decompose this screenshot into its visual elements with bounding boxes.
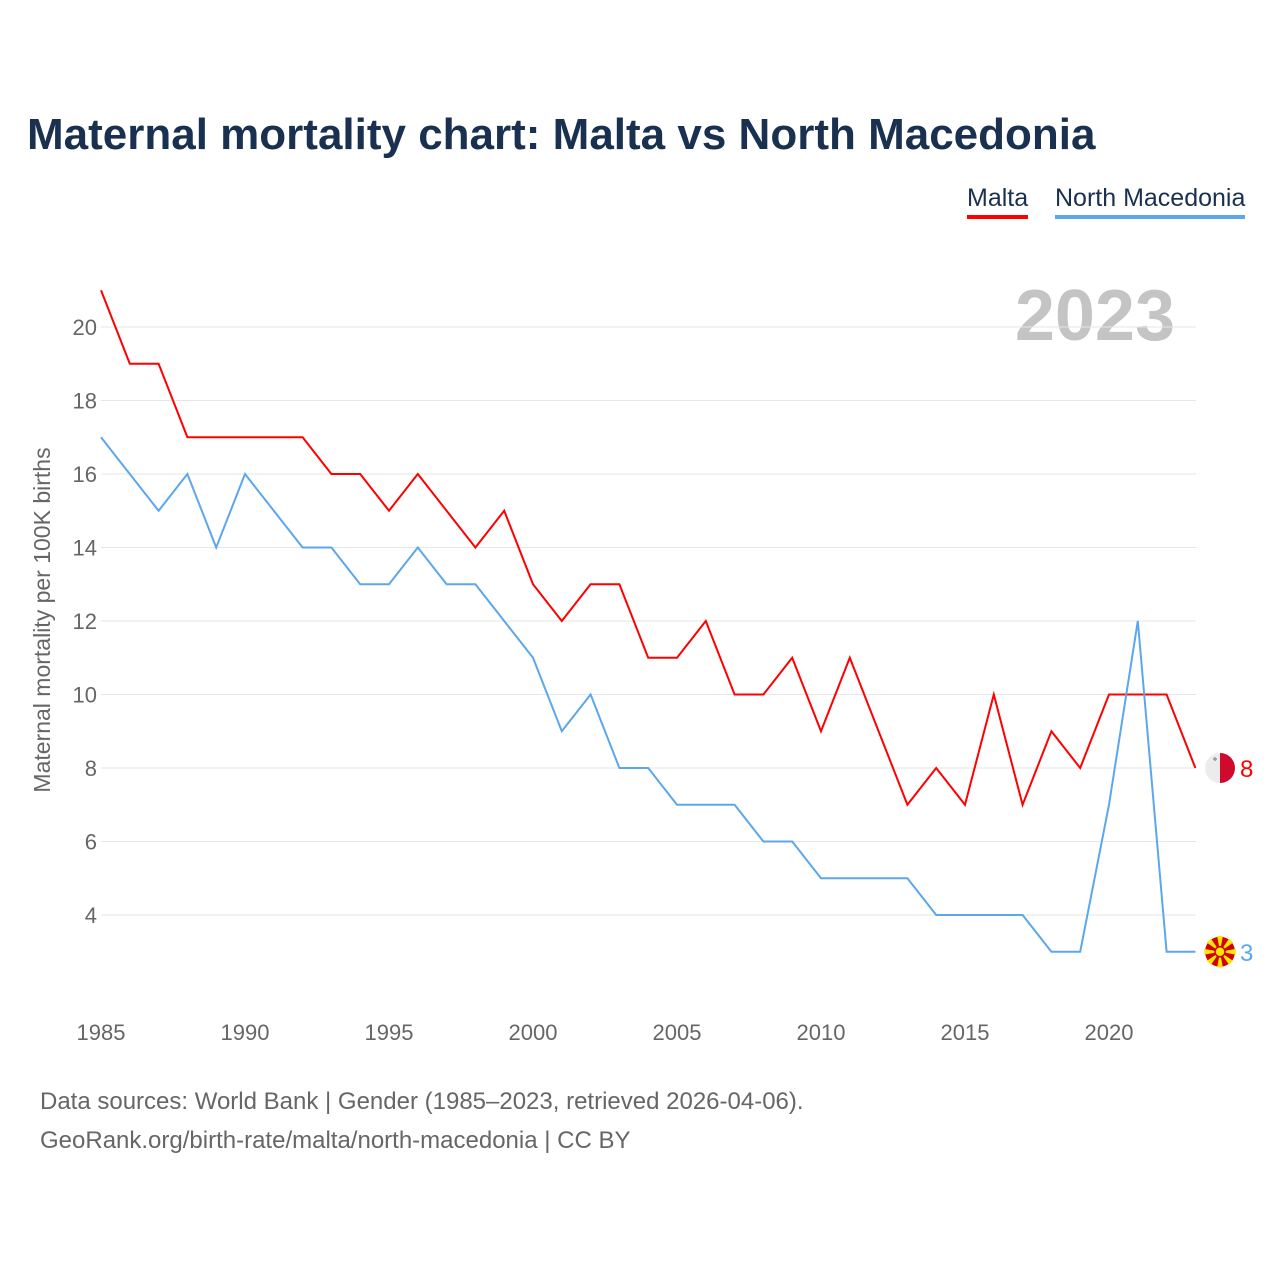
flag-north-macedonia-icon xyxy=(1204,936,1236,968)
y-tick-label: 14 xyxy=(73,536,97,561)
y-tick-label: 8 xyxy=(85,756,97,781)
flag-ray xyxy=(1217,951,1223,968)
x-tick-label: 2000 xyxy=(509,1020,558,1045)
x-tick-label: 2015 xyxy=(941,1020,990,1045)
x-tick-label: 1985 xyxy=(77,1020,126,1045)
end-value-label: 8 xyxy=(1240,756,1253,783)
series-line-north-macedonia xyxy=(100,436,1196,953)
year-watermark: 2023 xyxy=(1015,276,1175,356)
flag-malta-icon xyxy=(1205,753,1235,783)
y-tick-label: 10 xyxy=(73,683,97,708)
series-line-malta xyxy=(100,289,1197,808)
end-value-label: 3 xyxy=(1240,940,1253,967)
flag-cross xyxy=(1213,757,1217,761)
footer-credit: GeoRank.org/birth-rate/malta/north-maced… xyxy=(40,1127,631,1154)
legend-north-macedonia[interactable]: North Macedonia xyxy=(1055,184,1246,219)
x-tick-label: 1995 xyxy=(365,1020,414,1045)
y-tick-label: 16 xyxy=(73,462,97,487)
x-tick-label: 2005 xyxy=(653,1020,702,1045)
flag-sun xyxy=(1214,946,1226,958)
x-tick-label: 1990 xyxy=(221,1020,270,1045)
y-tick-label: 20 xyxy=(73,315,97,340)
legend-malta[interactable]: Malta xyxy=(967,184,1029,219)
x-tick-label: 2010 xyxy=(797,1020,846,1045)
x-tick-label: 2020 xyxy=(1085,1020,1134,1045)
footer-sources: Data sources: World Bank | Gender (1985–… xyxy=(40,1088,804,1115)
flag-ray xyxy=(1204,948,1220,955)
flag-ray xyxy=(1220,948,1236,955)
y-tick-label: 12 xyxy=(73,609,97,634)
y-tick-label: 4 xyxy=(85,903,97,928)
chart-title: Maternal mortality chart: Malta vs North… xyxy=(27,110,1096,159)
y-tick-label: 6 xyxy=(85,830,97,855)
flag-ray xyxy=(1217,936,1223,952)
y-tick-label: 18 xyxy=(73,389,97,414)
y-axis-label: Maternal mortality per 100K births xyxy=(29,447,55,792)
flag-red-half xyxy=(1220,753,1235,783)
